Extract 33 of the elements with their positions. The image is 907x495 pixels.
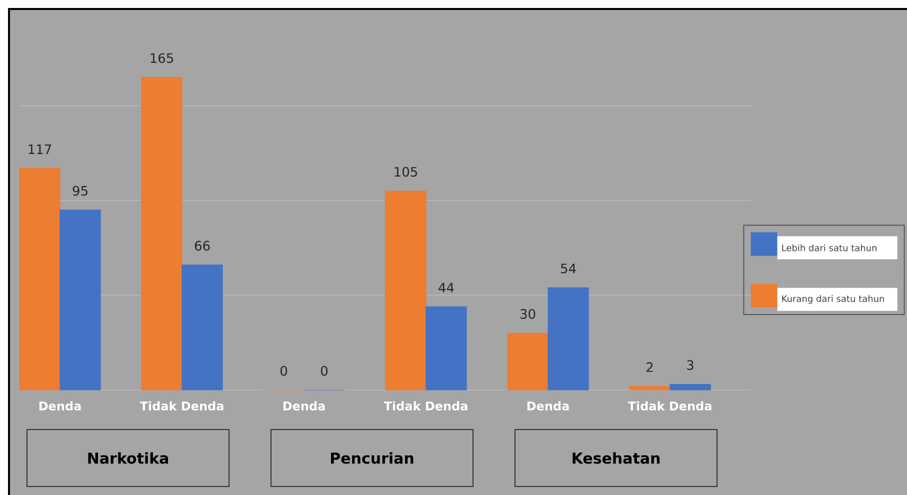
bar (141, 77, 182, 390)
x-tick-label: Denda (283, 401, 325, 410)
bar (670, 384, 711, 390)
x-tick-label: Tidak Denda (140, 401, 224, 410)
text: Kesehatan (572, 452, 660, 464)
data-label: 44 (438, 282, 454, 292)
x-tick-label: Tidak Denda (628, 401, 712, 410)
text: Kurang dari satu tahun (782, 295, 884, 304)
bar (629, 386, 670, 390)
bar (385, 190, 426, 390)
text: Narkotika (88, 452, 168, 464)
x-tick-label: Denda (39, 401, 81, 410)
bar (60, 210, 101, 390)
data-label: 66 (194, 240, 210, 251)
data-label: 54 (561, 264, 576, 274)
data-label: 165 (150, 53, 174, 64)
bar (507, 332, 548, 390)
bar (426, 306, 467, 390)
data-label: 117 (28, 144, 52, 154)
x-tick-label: Denda (527, 401, 569, 410)
data-label: 95 (72, 186, 88, 196)
data-label: 30 (520, 309, 536, 319)
data-label: 0 (320, 366, 328, 376)
data-label: 105 (394, 166, 418, 177)
text: Pencurian (331, 452, 414, 464)
data-label: 3 (687, 360, 694, 370)
data-label: 0 (280, 366, 288, 376)
bar (19, 168, 60, 390)
bar (548, 287, 589, 390)
data-label: 2 (646, 362, 653, 372)
x-tick-label: Tidak Denda (384, 401, 468, 410)
bar (182, 264, 223, 390)
text: Lebih dari satu tahun (782, 244, 876, 252)
